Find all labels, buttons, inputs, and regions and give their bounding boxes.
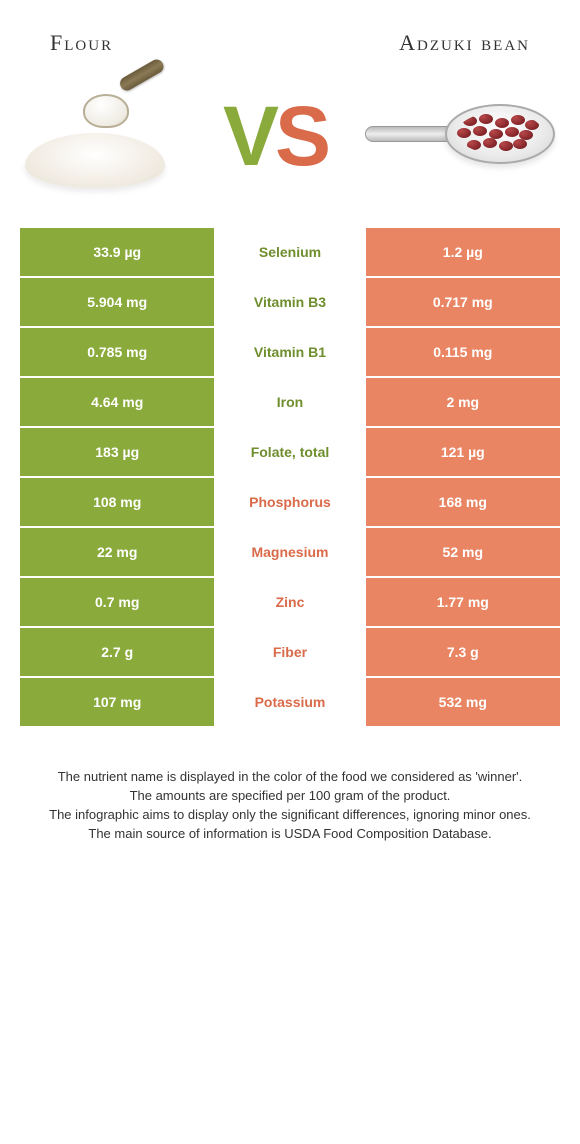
beans-cluster — [457, 112, 543, 154]
footnote-line: The nutrient name is displayed in the co… — [26, 768, 554, 787]
nutrient-name: Selenium — [214, 228, 365, 276]
table-row: 2.7 gFiber7.3 g — [20, 628, 560, 676]
right-value: 121 µg — [366, 428, 560, 476]
table-row: 107 mgPotassium532 mg — [20, 678, 560, 726]
right-value: 1.77 mg — [366, 578, 560, 626]
footnote-line: The infographic aims to display only the… — [26, 806, 554, 825]
nutrient-name: Potassium — [214, 678, 365, 726]
hero-row: VS — [20, 76, 560, 226]
vs-label: VS — [223, 94, 327, 178]
table-row: 183 µgFolate, total121 µg — [20, 428, 560, 476]
right-value: 2 mg — [366, 378, 560, 426]
table-row: 33.9 µgSelenium1.2 µg — [20, 228, 560, 276]
nutrient-name: Zinc — [214, 578, 365, 626]
nutrient-name: Vitamin B1 — [214, 328, 365, 376]
footnote-line: The main source of information is USDA F… — [26, 825, 554, 844]
title-right: Adzuki bean — [399, 30, 530, 56]
right-value: 532 mg — [366, 678, 560, 726]
left-value: 0.785 mg — [20, 328, 214, 376]
right-value: 1.2 µg — [366, 228, 560, 276]
left-value: 108 mg — [20, 478, 214, 526]
left-value: 107 mg — [20, 678, 214, 726]
nutrient-name: Folate, total — [214, 428, 365, 476]
right-value: 168 mg — [366, 478, 560, 526]
table-row: 0.785 mgVitamin B10.115 mg — [20, 328, 560, 376]
table-row: 4.64 mgIron2 mg — [20, 378, 560, 426]
footnotes: The nutrient name is displayed in the co… — [20, 728, 560, 843]
left-value: 33.9 µg — [20, 228, 214, 276]
nutrient-name: Magnesium — [214, 528, 365, 576]
left-value: 183 µg — [20, 428, 214, 476]
footnote-line: The amounts are specified per 100 gram o… — [26, 787, 554, 806]
nutrient-table: 33.9 µgSelenium1.2 µg5.904 mgVitamin B30… — [20, 226, 560, 728]
right-value: 52 mg — [366, 528, 560, 576]
adzuki-image — [365, 86, 555, 186]
nutrient-name: Fiber — [214, 628, 365, 676]
table-row: 5.904 mgVitamin B30.717 mg — [20, 278, 560, 326]
vs-s: S — [275, 89, 327, 183]
infographic-container: Flour Adzuki bean VS — [0, 0, 580, 873]
table-row: 22 mgMagnesium52 mg — [20, 528, 560, 576]
right-value: 0.115 mg — [366, 328, 560, 376]
title-left: Flour — [50, 30, 113, 56]
left-value: 0.7 mg — [20, 578, 214, 626]
nutrient-name: Phosphorus — [214, 478, 365, 526]
left-value: 2.7 g — [20, 628, 214, 676]
vs-v: V — [223, 89, 275, 183]
left-value: 5.904 mg — [20, 278, 214, 326]
left-value: 4.64 mg — [20, 378, 214, 426]
title-row: Flour Adzuki bean — [20, 20, 560, 76]
right-value: 0.717 mg — [366, 278, 560, 326]
table-row: 0.7 mgZinc1.77 mg — [20, 578, 560, 626]
left-value: 22 mg — [20, 528, 214, 576]
nutrient-name: Vitamin B3 — [214, 278, 365, 326]
nutrient-name: Iron — [214, 378, 365, 426]
table-row: 108 mgPhosphorus168 mg — [20, 478, 560, 526]
flour-image — [25, 76, 185, 196]
right-value: 7.3 g — [366, 628, 560, 676]
